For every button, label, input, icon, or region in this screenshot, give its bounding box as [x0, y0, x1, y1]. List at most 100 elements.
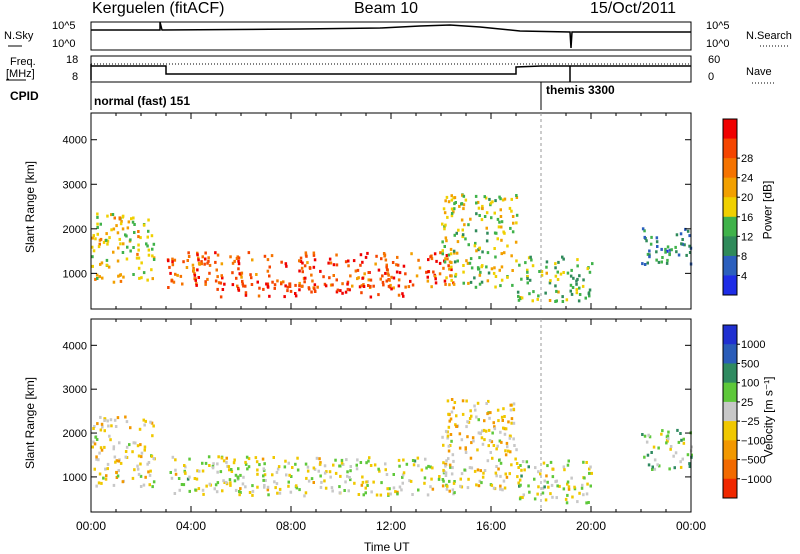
heatmap-cell: [509, 408, 513, 412]
heatmap-cell: [514, 240, 518, 244]
heatmap-cell: [542, 461, 546, 465]
heatmap-cell: [353, 481, 356, 485]
heatmap-cell: [142, 483, 146, 487]
heatmap-cell: [116, 231, 120, 235]
heatmap-cell: [545, 474, 548, 478]
heatmap-cell: [122, 242, 125, 246]
heatmap-cell: [445, 254, 449, 257]
heatmap-cell: [481, 207, 484, 211]
heatmap-cell: [481, 250, 484, 254]
heatmap-cell: [445, 239, 448, 243]
heatmap-cell: [349, 469, 352, 473]
heatmap-cell: [135, 256, 139, 260]
heatmap-cell: [204, 251, 207, 255]
heatmap-cell: [299, 260, 303, 263]
heatmap-cell: [645, 440, 649, 444]
heatmap-cell: [124, 455, 127, 459]
heatmap-cell: [482, 471, 485, 475]
heatmap-cell: [567, 459, 570, 463]
heatmap-cell: [581, 483, 584, 487]
heatmap-cell: [668, 467, 671, 471]
heatmap-cell: [278, 491, 282, 495]
heatmap-cell: [475, 415, 478, 419]
heatmap-cell: [686, 453, 690, 457]
heatmap-cell: [429, 485, 432, 489]
heatmap-cell: [523, 468, 526, 472]
heatmap-cell: [520, 296, 524, 300]
heatmap-cell: [505, 441, 509, 445]
heatmap-cell: [140, 451, 144, 455]
colorbar-segment: [723, 158, 737, 179]
heatmap-cell: [565, 298, 569, 302]
heatmap-cell: [385, 268, 389, 271]
heatmap-cell: [137, 243, 140, 247]
heatmap-cell: [171, 263, 175, 267]
heatmap-cell: [151, 277, 154, 281]
heatmap-cell: [129, 238, 132, 242]
heatmap-cell: [494, 199, 497, 203]
heatmap-cell: [492, 486, 496, 490]
heatmap-cell: [151, 434, 154, 438]
heatmap-cell: [577, 299, 581, 303]
heatmap-cell: [147, 470, 150, 474]
heatmap-cell: [433, 252, 437, 256]
heatmap-cell: [498, 195, 501, 199]
heatmap-cell: [373, 463, 377, 467]
heatmap-cell: [688, 462, 691, 466]
heatmap-cell: [589, 484, 592, 488]
heatmap-cell: [284, 284, 287, 288]
heatmap-cell: [679, 432, 682, 435]
heatmap-cell: [402, 264, 406, 268]
heatmap-cell: [139, 474, 143, 478]
heatmap-cell: [171, 257, 174, 261]
heatmap-cell: [167, 259, 170, 263]
heatmap-cell: [469, 257, 473, 261]
heatmap-cell: [331, 489, 334, 493]
heatmap-cell: [587, 501, 590, 504]
heatmap-cell: [444, 464, 447, 468]
heatmap-cell: [405, 462, 409, 466]
heatmap-cell: [263, 473, 267, 477]
heatmap-cell: [489, 451, 492, 454]
heatmap-cell: [448, 463, 452, 467]
heatmap-cell: [669, 445, 673, 448]
heatmap-cell: [216, 462, 219, 466]
heatmap-cell: [443, 260, 447, 264]
heatmap-cell: [251, 493, 254, 497]
heatmap-cell: [446, 436, 449, 440]
heatmap-cell: [660, 432, 663, 436]
heatmap-cell: [502, 479, 506, 483]
y-tick-label: 3000: [63, 384, 87, 396]
heatmap-cell: [518, 497, 522, 501]
heatmap-cell: [495, 447, 498, 451]
time-tick-label: 12:00: [376, 519, 406, 533]
heatmap-cell: [361, 475, 364, 479]
heatmap-cell: [216, 470, 219, 474]
heatmap-cell: [113, 455, 117, 459]
heatmap-cell: [506, 244, 509, 248]
heatmap-cell: [118, 273, 122, 277]
heatmap-cell: [469, 409, 472, 413]
heatmap-cell: [490, 267, 494, 271]
heatmap-cell: [298, 284, 301, 288]
heatmap-cell: [677, 440, 681, 444]
heatmap-cell: [185, 266, 189, 269]
heatmap-cell: [126, 226, 130, 230]
heatmap-cell: [418, 266, 422, 270]
heatmap-cell: [388, 278, 391, 282]
heatmap-cell: [485, 239, 489, 243]
heatmap-cell: [476, 200, 480, 204]
heatmap-cell: [643, 235, 646, 239]
heatmap-cell: [220, 262, 224, 266]
heatmap-cell: [443, 211, 447, 215]
heatmap-cell: [171, 455, 175, 459]
heatmap-cell: [106, 242, 109, 246]
heatmap-cell: [344, 480, 347, 484]
heatmap-cell: [450, 472, 454, 476]
heatmap-cell: [330, 486, 334, 490]
heatmap-cell: [347, 264, 350, 268]
heatmap-cell: [230, 468, 233, 471]
heatmap-cell: [397, 284, 401, 288]
heatmap-cell: [221, 489, 224, 493]
heatmap-cell: [468, 261, 472, 265]
